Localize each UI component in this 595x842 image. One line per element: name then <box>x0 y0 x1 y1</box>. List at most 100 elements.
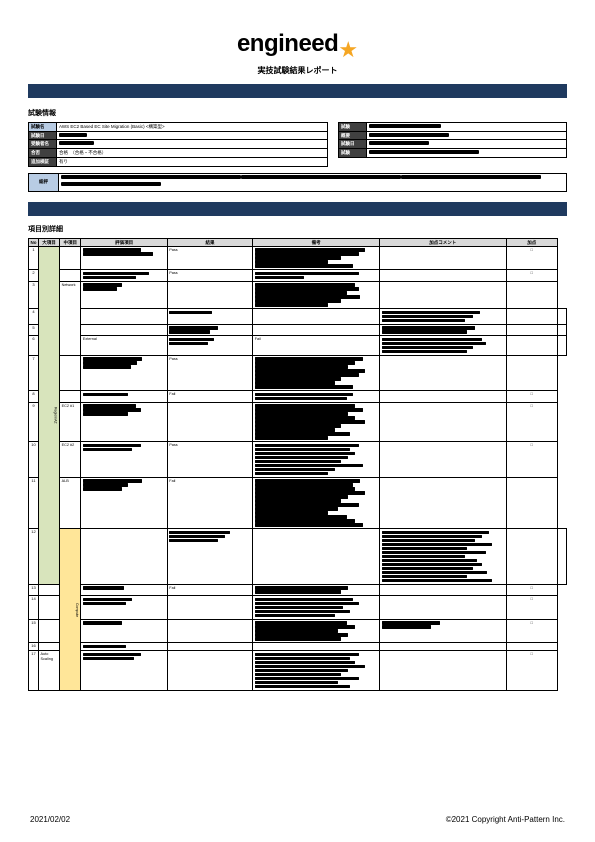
info-value: AWS EC2 Based EC Site Migration (Basic) … <box>57 122 328 131</box>
table-row: 3Network <box>29 281 567 309</box>
cell-no: 13 <box>29 584 39 596</box>
cell-item <box>81 442 167 478</box>
col-header: No <box>29 238 39 246</box>
table-row: 4 <box>29 309 567 325</box>
cell-cat2 <box>39 643 60 651</box>
cell-result: Pass <box>167 270 252 282</box>
cell-cat2: ALB <box>60 477 81 529</box>
info-label: 試験日 <box>339 140 367 149</box>
cell-cat1: Region/AZ <box>39 246 60 584</box>
info-value <box>367 140 567 149</box>
cell-check: □ <box>506 651 557 691</box>
cell-result: Fail <box>167 391 252 403</box>
info-value <box>367 149 567 158</box>
cell-no: 17 <box>29 651 39 691</box>
cell-bonus <box>380 584 507 596</box>
cell-bonus <box>506 324 557 336</box>
cell-item <box>81 643 167 651</box>
cell-cat2 <box>60 270 81 282</box>
info-value: 合格 （合格・不合格） <box>57 149 328 158</box>
section1-label: 試験情報 <box>28 108 567 118</box>
cell-bonus <box>380 619 507 643</box>
info-value <box>367 122 567 131</box>
table-row: 8Fail□ <box>29 391 567 403</box>
cell-cat2 <box>60 246 81 270</box>
cell-check <box>557 336 566 356</box>
table-row: 16 <box>29 643 567 651</box>
cell-cat2: Auto Scaling <box>39 651 60 691</box>
table-row: 7Pass <box>29 355 567 391</box>
cell-no: 9 <box>29 402 39 442</box>
cell-no: 11 <box>29 477 39 529</box>
cell-bonus <box>380 281 507 309</box>
cell-result <box>167 651 252 691</box>
cell-cat2: External <box>81 336 167 356</box>
cell-item <box>167 324 252 336</box>
report-header: engineed★ 実技試験結果レポート <box>28 30 567 76</box>
table-row: 1Region/AZPass□ <box>29 246 567 270</box>
col-header: 備考 <box>253 238 380 246</box>
table-row: 12Compute <box>29 529 567 585</box>
info-row: 試験名AWS EC2 Based EC Site Migration (Basi… <box>28 122 567 167</box>
cell-result: Pass <box>167 442 252 478</box>
footer-copyright: ©2021 Copyright Anti-Pattern Inc. <box>446 815 565 824</box>
cell-cat1: Compute <box>60 529 81 690</box>
cell-cat2 <box>81 324 167 336</box>
cell-check: □ <box>506 619 557 643</box>
table-row: 14□ <box>29 596 567 620</box>
col-header: 中項目 <box>60 238 81 246</box>
cell-bonus <box>380 442 507 478</box>
cell-item <box>81 402 167 442</box>
cell-bonus <box>506 309 557 325</box>
info-label: 試験 <box>339 149 367 158</box>
cell-item <box>81 477 167 529</box>
cell-result <box>167 643 252 651</box>
cell-item <box>81 596 167 620</box>
cell-detail <box>253 281 380 309</box>
info-label: 追加検証 <box>29 158 57 167</box>
cell-detail <box>253 651 380 691</box>
info-value: 有り <box>57 158 328 167</box>
table-row: 13Fail□ <box>29 584 567 596</box>
cell-result <box>167 596 252 620</box>
cell-result <box>167 281 252 309</box>
cell-detail <box>253 477 380 529</box>
section2-label: 項目別詳細 <box>28 224 567 234</box>
cell-detail <box>380 309 507 325</box>
cell-detail <box>253 619 380 643</box>
cell-item <box>167 336 252 356</box>
cell-bonus <box>380 477 507 529</box>
cell-detail <box>253 402 380 442</box>
cell-no: 7 <box>29 355 39 391</box>
cell-cat2 <box>60 391 81 403</box>
cell-cat2 <box>39 619 60 643</box>
cell-result: Pass <box>167 246 252 270</box>
star-icon: ★ <box>338 37 358 63</box>
table-row: 5 <box>29 324 567 336</box>
cell-cat2: EC2 #2 <box>60 442 81 478</box>
cell-bonus <box>506 336 557 356</box>
cell-result: Fail <box>167 477 252 529</box>
cell-check: □ <box>506 402 557 442</box>
col-header: 加点コメント <box>380 238 507 246</box>
cell-check: □ <box>506 442 557 478</box>
cell-result <box>167 619 252 643</box>
cell-bonus <box>380 596 507 620</box>
cell-detail <box>253 270 380 282</box>
cell-check <box>557 324 566 336</box>
cell-detail <box>380 529 507 585</box>
cell-check: □ <box>506 584 557 596</box>
cell-check <box>506 355 557 391</box>
cell-detail <box>380 336 507 356</box>
cell-no: 14 <box>29 596 39 620</box>
cell-cat2 <box>60 355 81 391</box>
info-value <box>367 131 567 140</box>
cell-item <box>81 619 167 643</box>
cell-item <box>81 246 167 270</box>
col-header: 大項目 <box>39 238 60 246</box>
cell-no: 12 <box>29 529 39 585</box>
cell-bonus <box>380 643 507 651</box>
cell-cat2 <box>81 529 167 585</box>
cell-detail <box>253 442 380 478</box>
cell-no: 8 <box>29 391 39 403</box>
